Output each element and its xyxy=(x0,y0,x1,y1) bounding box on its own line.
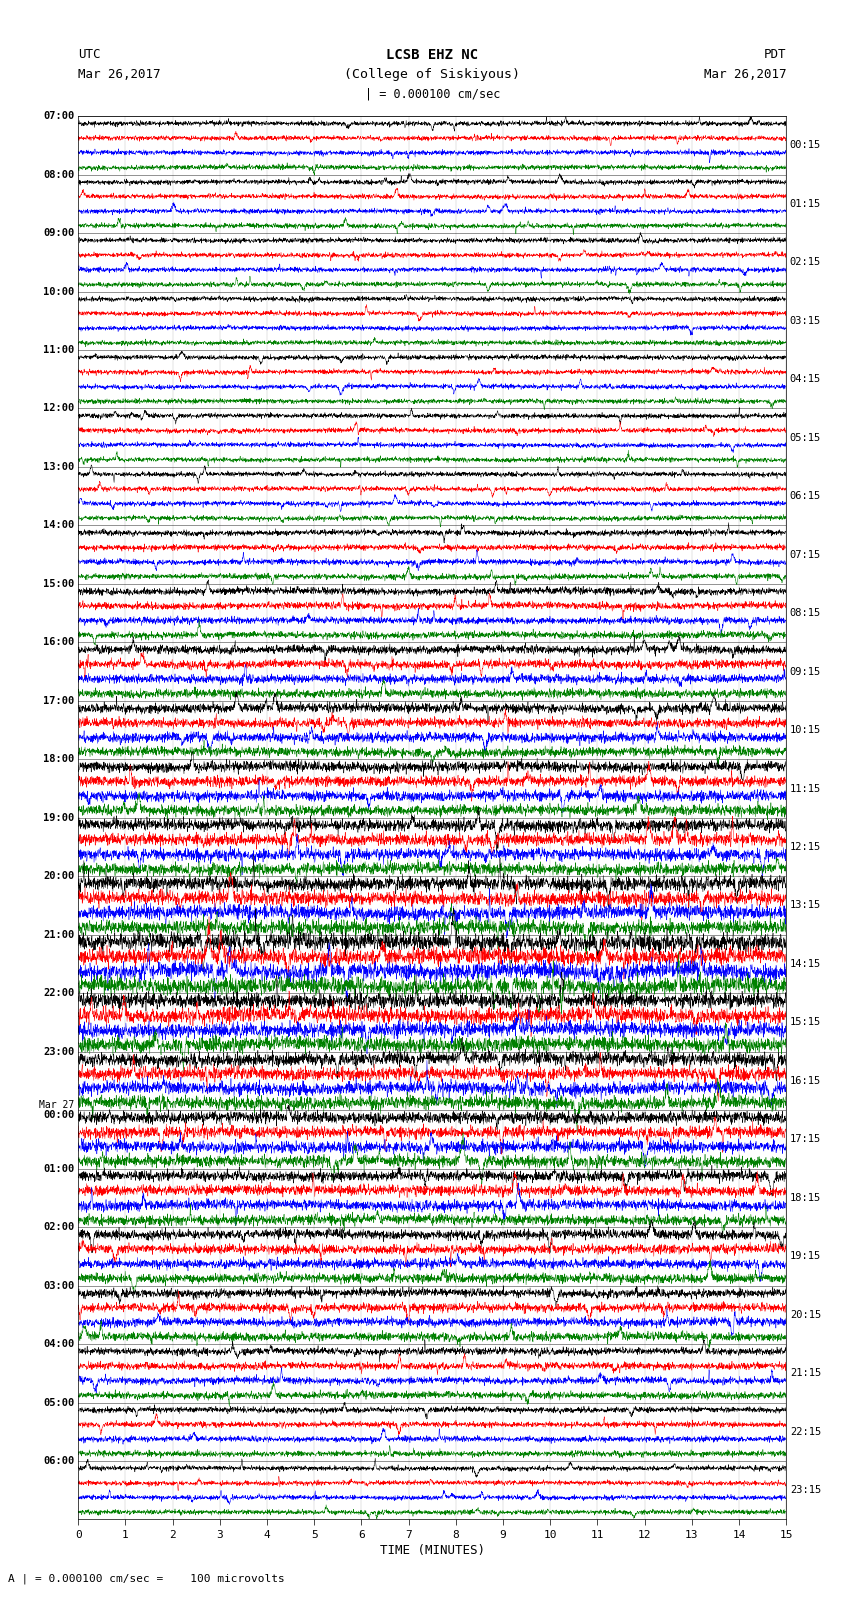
Text: 06:00: 06:00 xyxy=(43,1457,75,1466)
Text: 04:00: 04:00 xyxy=(43,1339,75,1348)
Text: 07:00: 07:00 xyxy=(43,111,75,121)
Text: 02:15: 02:15 xyxy=(790,258,821,268)
Text: 17:00: 17:00 xyxy=(43,695,75,706)
Text: 02:00: 02:00 xyxy=(43,1223,75,1232)
Text: 03:00: 03:00 xyxy=(43,1281,75,1290)
Text: 13:15: 13:15 xyxy=(790,900,821,910)
Text: 17:15: 17:15 xyxy=(790,1134,821,1144)
Text: 18:00: 18:00 xyxy=(43,755,75,765)
Text: 09:00: 09:00 xyxy=(43,227,75,239)
X-axis label: TIME (MINUTES): TIME (MINUTES) xyxy=(380,1544,484,1557)
Text: 08:00: 08:00 xyxy=(43,169,75,179)
Text: Mar 26,2017: Mar 26,2017 xyxy=(78,68,161,81)
Text: 09:15: 09:15 xyxy=(790,666,821,676)
Text: 16:15: 16:15 xyxy=(790,1076,821,1086)
Text: 10:00: 10:00 xyxy=(43,287,75,297)
Text: Mar 26,2017: Mar 26,2017 xyxy=(704,68,786,81)
Text: 06:15: 06:15 xyxy=(790,492,821,502)
Text: 04:15: 04:15 xyxy=(790,374,821,384)
Text: 16:00: 16:00 xyxy=(43,637,75,647)
Text: 14:15: 14:15 xyxy=(790,960,821,969)
Text: 22:15: 22:15 xyxy=(790,1428,821,1437)
Text: 11:15: 11:15 xyxy=(790,784,821,794)
Text: 00:15: 00:15 xyxy=(790,140,821,150)
Text: PDT: PDT xyxy=(764,48,786,61)
Text: 20:15: 20:15 xyxy=(790,1310,821,1319)
Text: 14:00: 14:00 xyxy=(43,521,75,531)
Text: A | = 0.000100 cm/sec =    100 microvolts: A | = 0.000100 cm/sec = 100 microvolts xyxy=(8,1573,286,1584)
Text: 13:00: 13:00 xyxy=(43,461,75,473)
Text: 10:15: 10:15 xyxy=(790,726,821,736)
Text: UTC: UTC xyxy=(78,48,100,61)
Text: 15:15: 15:15 xyxy=(790,1018,821,1027)
Text: 19:15: 19:15 xyxy=(790,1252,821,1261)
Text: 23:15: 23:15 xyxy=(790,1486,821,1495)
Text: 19:00: 19:00 xyxy=(43,813,75,823)
Text: 00:00: 00:00 xyxy=(43,1110,75,1119)
Text: (College of Siskiyous): (College of Siskiyous) xyxy=(344,68,520,81)
Text: 11:00: 11:00 xyxy=(43,345,75,355)
Text: 21:15: 21:15 xyxy=(790,1368,821,1378)
Text: 20:00: 20:00 xyxy=(43,871,75,881)
Text: 03:15: 03:15 xyxy=(790,316,821,326)
Text: 07:15: 07:15 xyxy=(790,550,821,560)
Text: 05:00: 05:00 xyxy=(43,1397,75,1408)
Text: | = 0.000100 cm/sec: | = 0.000100 cm/sec xyxy=(365,87,500,100)
Text: LCSB EHZ NC: LCSB EHZ NC xyxy=(386,48,479,63)
Text: 05:15: 05:15 xyxy=(790,432,821,442)
Text: 18:15: 18:15 xyxy=(790,1194,821,1203)
Text: Mar 27: Mar 27 xyxy=(39,1100,75,1110)
Text: 15:00: 15:00 xyxy=(43,579,75,589)
Text: 21:00: 21:00 xyxy=(43,929,75,940)
Text: 22:00: 22:00 xyxy=(43,989,75,998)
Text: 01:00: 01:00 xyxy=(43,1163,75,1174)
Text: 12:15: 12:15 xyxy=(790,842,821,852)
Text: 12:00: 12:00 xyxy=(43,403,75,413)
Text: 08:15: 08:15 xyxy=(790,608,821,618)
Text: 23:00: 23:00 xyxy=(43,1047,75,1057)
Text: 01:15: 01:15 xyxy=(790,198,821,208)
